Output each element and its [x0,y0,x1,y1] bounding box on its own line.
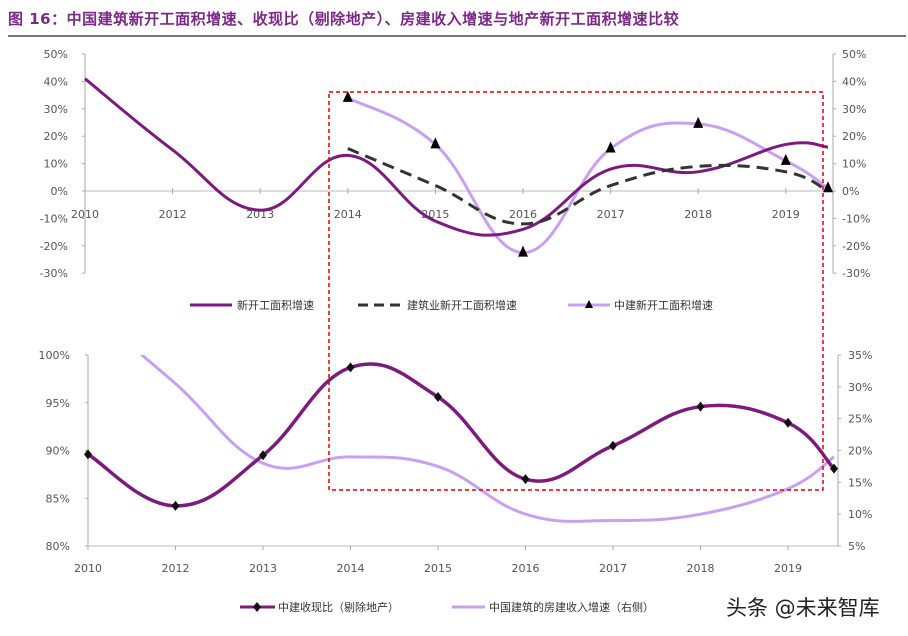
triangle-marker [823,181,833,193]
y-right-tick-label: -20% [842,240,870,253]
y-left-tick-label: -30% [40,267,68,280]
y-left-tick-label: 30% [44,103,68,116]
y-right-tick-label: 25% [848,413,872,426]
x-tick-label: 2010 [74,562,102,575]
x-tick-label: 2012 [159,208,187,221]
x-tick-label: 2017 [597,208,625,221]
triangle-marker [518,245,528,257]
x-tick-label: 2019 [774,562,802,575]
x-tick-label: 2013 [249,562,277,575]
series-line-cash-ratio [87,362,836,508]
y-right-tick-label: 30% [848,381,872,394]
y-left-tick-label: 80% [46,540,70,553]
title-divider [8,35,906,37]
series-line-revenue-growth [139,355,835,523]
y-left-tick-label: 50% [44,48,68,61]
x-tick-label: 2015 [424,562,452,575]
y-left-tick-label: 40% [44,75,68,88]
triangle-marker [430,137,441,149]
y-left-tick-label: 100% [39,349,70,362]
x-tick-label: 2012 [162,562,190,575]
y-left-tick-label: 90% [46,445,70,458]
y-left-tick-label: -10% [40,212,68,225]
series-line-3 [347,96,829,255]
triangle-marker [342,90,353,102]
y-right-tick-label: 10% [848,508,872,521]
legend-diamond-icon [253,602,261,612]
y-right-tick-label: 50% [842,48,866,61]
y-left-tick-label: 10% [44,158,68,171]
y-right-tick-label: -10% [842,212,870,225]
legend-label-2: 建筑业新开工面积增速 [407,298,517,312]
y-left-tick-label: 0% [51,185,68,198]
diamond-marker [696,401,705,412]
y-right-tick-label: -30% [842,267,870,280]
x-tick-label: 2019 [772,208,800,221]
y-right-tick-label: 0% [842,185,859,198]
legend-label-4: 中建收现比（剔除地产） [278,600,399,614]
watermark: 头条 @未来智库 [726,596,880,620]
diamond-marker [346,362,355,373]
x-tick-label: 2016 [512,562,540,575]
x-tick-label: 2014 [334,208,362,221]
diamond-marker [521,474,530,485]
y-right-tick-label: 5% [848,540,865,553]
legend-label-5: 中国建筑的房建收入增速（右侧） [489,600,654,614]
triangle-marker [780,153,791,165]
legend-label-1: 新开工面积增速 [237,298,314,312]
x-tick-label: 2018 [684,208,712,221]
figure-title: 图 16：中国建筑新开工面积增速、收现比（剔除地产）、房建收入增速与地产新开工面… [8,10,680,28]
y-right-tick-label: 10% [842,158,866,171]
y-left-tick-label: 20% [44,130,68,143]
x-tick-label: 2016 [509,208,537,221]
y-right-tick-label: 20% [848,444,872,457]
diamond-marker [259,450,267,461]
y-right-tick-label: 15% [848,476,872,489]
diamond-marker [609,440,617,451]
triangle-marker [605,141,616,153]
y-right-tick-label: 30% [842,103,866,116]
x-tick-label: 2014 [337,562,365,575]
x-tick-label: 2013 [246,208,274,221]
series-line-2 [347,147,829,226]
highlight-box [328,91,824,491]
x-tick-label: 2010 [71,208,99,221]
legend-label-3: 中建新开工面积增速 [614,298,713,312]
diamond-marker [171,500,180,511]
diamond-marker [84,449,92,460]
y-left-tick-label: -20% [40,240,68,253]
y-right-tick-label: 40% [842,75,866,88]
diamond-marker [434,392,442,403]
y-right-tick-label: 20% [842,130,866,143]
diamond-marker [784,417,792,428]
y-left-tick-label: 85% [46,492,70,505]
x-tick-label: 2017 [599,562,627,575]
y-left-tick-label: 95% [46,397,70,410]
legend-triangle-icon [585,300,593,308]
x-tick-label: 2018 [687,562,715,575]
diamond-marker [830,463,838,474]
series-line-1 [84,77,829,237]
triangle-marker [693,116,704,128]
y-right-tick-label: 35% [848,349,872,362]
